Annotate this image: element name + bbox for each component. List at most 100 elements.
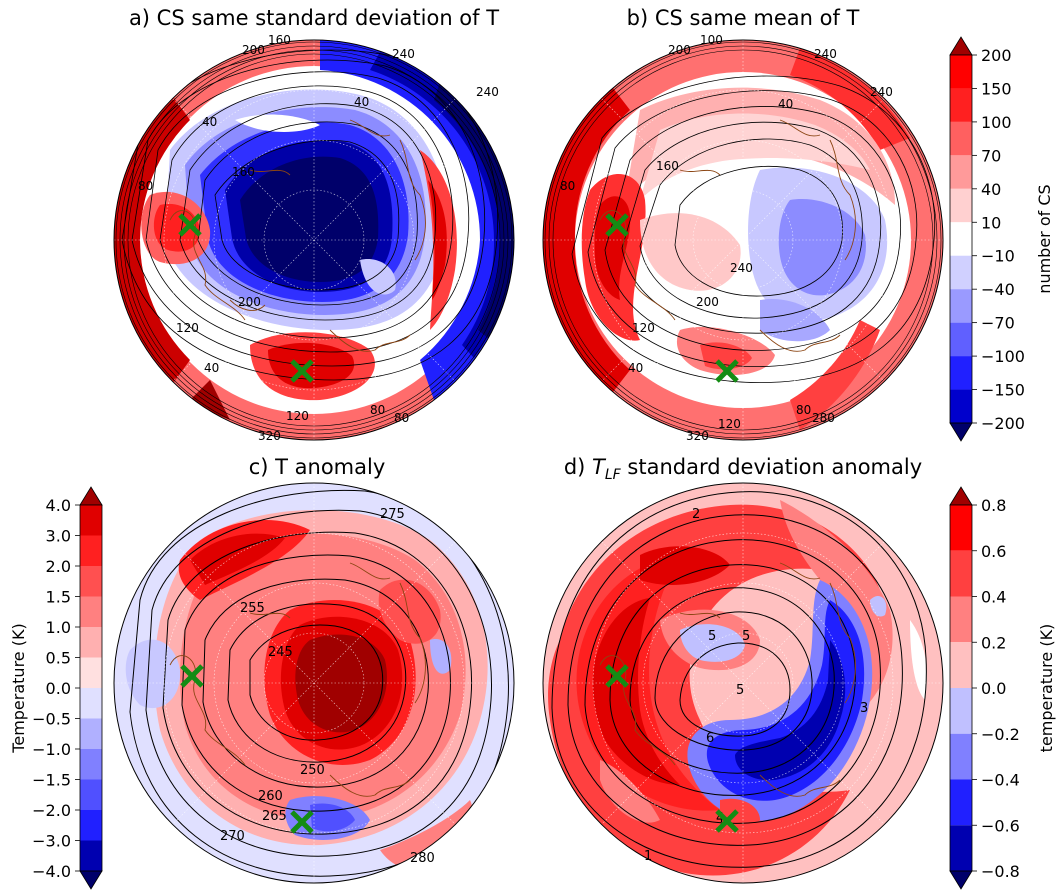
colorbar-tick-label: −0.6 xyxy=(981,816,1020,835)
colorbar-tick-label: 0.0 xyxy=(981,679,1006,698)
colorbar-segment xyxy=(950,155,972,189)
colorbar-segment xyxy=(80,505,102,536)
panel-c-map xyxy=(114,483,514,883)
panel-a-contour-label: 160 xyxy=(232,165,255,179)
panel-d-title: d) TLF standard deviation anomaly xyxy=(564,455,922,483)
panel-b: b) CS same mean of T xyxy=(542,6,944,443)
panel-b-boundary xyxy=(542,39,944,441)
panel-a-contour-label: 240 xyxy=(392,47,415,61)
colorbar-cs: 200 150 100 70 40 10 −10 −40 −70 −100 −150 −200 numb… xyxy=(949,36,1054,442)
colorbar-segment xyxy=(950,121,972,156)
panel-a: a) CS same standard deviation of T xyxy=(113,6,515,443)
panel-d-title-subscript: LF xyxy=(605,467,622,483)
colorbar-segment xyxy=(950,688,972,734)
panel-a-contour-label: 80 xyxy=(370,403,385,417)
colorbar-segment xyxy=(80,627,102,658)
colorbar-tick-label: −10 xyxy=(981,247,1015,266)
colorbar-extend-min xyxy=(79,870,103,890)
colorbar-segment xyxy=(80,566,102,597)
panel-c-boundary xyxy=(113,482,515,884)
colorbar-tick-label: 1.5 xyxy=(46,588,71,607)
colorbar-segment xyxy=(950,222,972,256)
colorbar-segment xyxy=(950,188,972,223)
panel-c-marker-x xyxy=(290,810,314,834)
colorbar-tick-label: 100 xyxy=(981,113,1012,132)
colorbar-tick-label: −0.2 xyxy=(981,725,1020,744)
panel-a-contour-label: 200 xyxy=(238,295,261,309)
markers xyxy=(178,213,739,834)
colorbar-tick-label: −1.5 xyxy=(32,771,71,790)
panel-d: d) TLF standard deviation anomaly xyxy=(542,455,944,884)
panel-d-map xyxy=(543,483,943,883)
panel-d-contour-label: 3 xyxy=(860,701,868,716)
panel-c-contour-label: 265 xyxy=(262,809,287,824)
colorbar-tick-label: 70 xyxy=(981,146,1001,165)
panel-d-contour-label: 5 xyxy=(708,629,716,644)
panel-b-marker-x xyxy=(715,359,739,383)
panel-b-contour-label: 100 xyxy=(700,33,723,47)
panel-b-contour-label: 120 xyxy=(718,417,741,431)
colorbar-tick-label: 0.0 xyxy=(46,679,71,698)
colorbar-segment xyxy=(80,535,102,566)
colorbar-tick-label: 0.6 xyxy=(981,542,1006,561)
colorbar-tick-label: 1.0 xyxy=(46,618,71,637)
panel-a-marker-x xyxy=(178,213,202,237)
colorbar-tick-label: 0.8 xyxy=(981,496,1006,515)
panel-b-contour-label: 240 xyxy=(730,261,753,275)
panel-a-boundary xyxy=(113,39,515,441)
colorbar-tick-label: 200 xyxy=(981,46,1012,65)
colorbar-tick-label: −100 xyxy=(981,347,1025,366)
panel-c-contour-label: 250 xyxy=(300,763,325,778)
panel-b-title: b) CS same mean of T xyxy=(627,6,860,30)
panel-c-title: c) T anomaly xyxy=(249,455,386,479)
colorbar-frame xyxy=(949,54,973,424)
colorbar-tick-label: −4.0 xyxy=(32,862,71,881)
panel-b-contour-label: 240 xyxy=(870,85,893,99)
panel-a-contour-label: 40 xyxy=(354,95,369,109)
panel-c-contour-label: 255 xyxy=(240,601,265,616)
panel-b-contour-label: 80 xyxy=(796,403,811,417)
colorbar-tick-label: 2.0 xyxy=(46,557,71,576)
colorbar-tick-label: 0.2 xyxy=(981,633,1006,652)
panel-a-contour-label: 80 xyxy=(394,411,409,425)
panel-d-marker-x xyxy=(715,809,739,833)
colorbar-segment xyxy=(950,255,972,290)
colorbar-segment xyxy=(80,779,102,810)
panel-a-map xyxy=(114,40,514,440)
panel-d-marker-x xyxy=(605,664,629,688)
colorbar-segment xyxy=(950,505,972,551)
panel-a-contour-label: 320 xyxy=(258,429,281,443)
colorbar-tick-label: −150 xyxy=(981,381,1025,400)
panel-b-contour-label: 240 xyxy=(814,47,837,61)
panel-b-contour-label: 40 xyxy=(628,361,643,375)
panel-a-contour-label: 240 xyxy=(476,85,499,99)
colorbar-tick-label: −200 xyxy=(981,414,1025,433)
colorbar-segment xyxy=(950,322,972,357)
colorbar-segment xyxy=(950,642,972,688)
colorbar-tick-label: 3.0 xyxy=(46,527,71,546)
colorbar-segment xyxy=(80,718,102,749)
colorbar-extend-min xyxy=(949,870,973,890)
colorbar-tick-label: −40 xyxy=(981,280,1015,299)
panel-a-contour-label: 120 xyxy=(286,409,309,423)
panel-d-contour-label: 2 xyxy=(692,507,700,522)
colorbar-extend-max xyxy=(949,486,973,506)
panel-d-contour-label: 1 xyxy=(644,849,652,864)
colorbar-tick-label: 10 xyxy=(981,213,1001,232)
panel-b-contour-label: 120 xyxy=(632,321,655,335)
panel-c-contour-label: 270 xyxy=(220,829,245,844)
colorbar-tick-label: 40 xyxy=(981,180,1001,199)
panel-c-contour-label: 280 xyxy=(410,851,435,866)
colorbar-segment xyxy=(950,825,972,871)
panel-d-boundary xyxy=(542,482,944,884)
panel-a-contour-label: 120 xyxy=(176,321,199,335)
colorbar-segment xyxy=(950,596,972,643)
panel-d-contour-label: 5 xyxy=(742,629,750,644)
panel-c: c) T anomaly xyxy=(113,455,515,884)
panel-a-contour-label: 200 xyxy=(242,43,265,57)
colorbar-tick-label: −0.8 xyxy=(981,862,1020,881)
panel-d-title-variable: T xyxy=(592,455,607,479)
panel-a-contour-label: 80 xyxy=(138,179,153,193)
